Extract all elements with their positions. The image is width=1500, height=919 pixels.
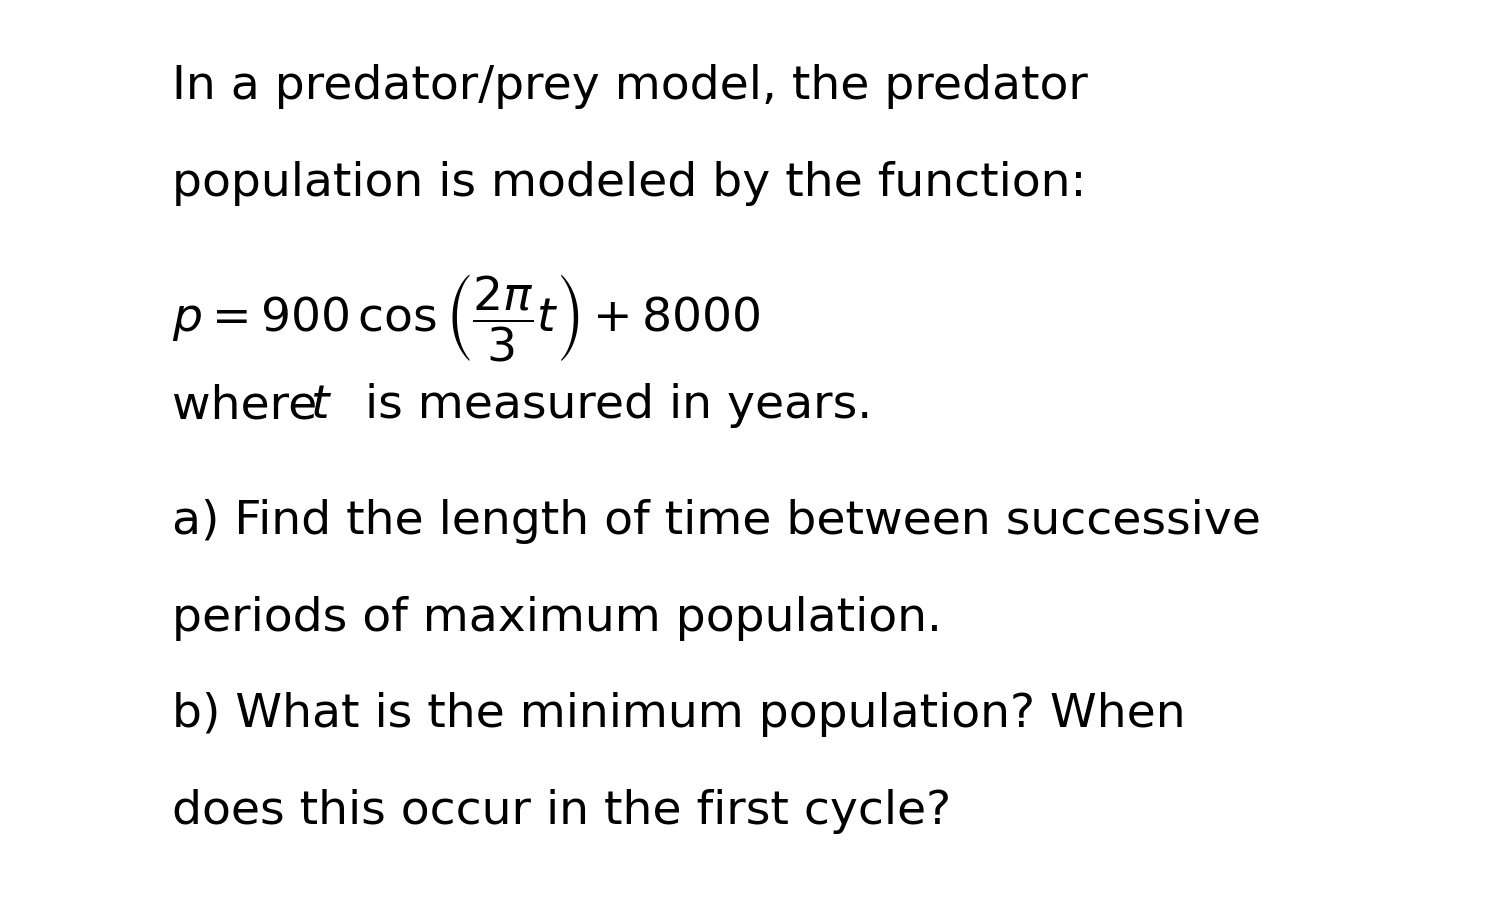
Text: $t$: $t$ [310,382,333,427]
Text: where: where [172,382,333,427]
Text: does this occur in the first cycle?: does this occur in the first cycle? [172,788,951,833]
Text: is measured in years.: is measured in years. [350,382,872,427]
Text: $p = 900\,\cos\left(\dfrac{2\pi}{3}t\right) + 8000$: $p = 900\,\cos\left(\dfrac{2\pi}{3}t\rig… [172,272,762,363]
Text: In a predator/prey model, the predator: In a predator/prey model, the predator [172,64,1089,109]
Text: a) Find the length of time between successive: a) Find the length of time between succe… [172,498,1262,543]
Text: periods of maximum population.: periods of maximum population. [172,596,942,640]
Text: population is modeled by the function:: population is modeled by the function: [172,161,1088,206]
Text: b) What is the minimum population? When: b) What is the minimum population? When [172,691,1186,736]
